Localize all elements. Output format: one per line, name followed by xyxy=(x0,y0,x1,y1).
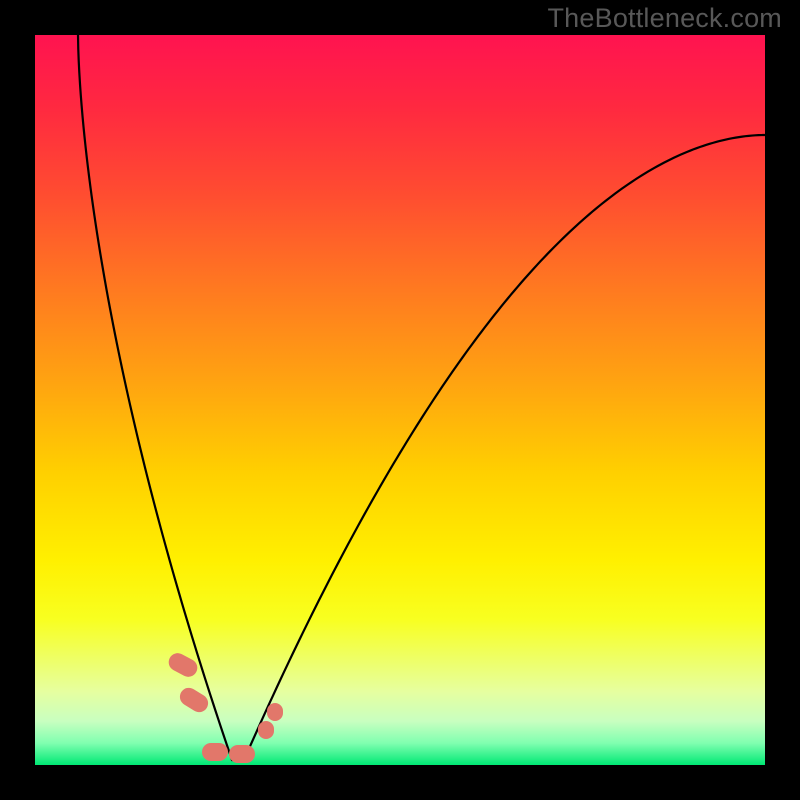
curve-marker xyxy=(229,745,255,763)
bottleneck-curve xyxy=(78,35,765,760)
curve-overlay xyxy=(0,0,800,800)
curve-marker xyxy=(202,743,228,761)
curve-marker xyxy=(258,721,274,739)
curve-marker xyxy=(177,684,212,715)
curve-marker xyxy=(267,703,283,721)
watermark-text: TheBottleneck.com xyxy=(547,3,782,34)
curve-marker xyxy=(166,650,201,680)
stage: TheBottleneck.com xyxy=(0,0,800,800)
curve-markers xyxy=(166,650,283,763)
